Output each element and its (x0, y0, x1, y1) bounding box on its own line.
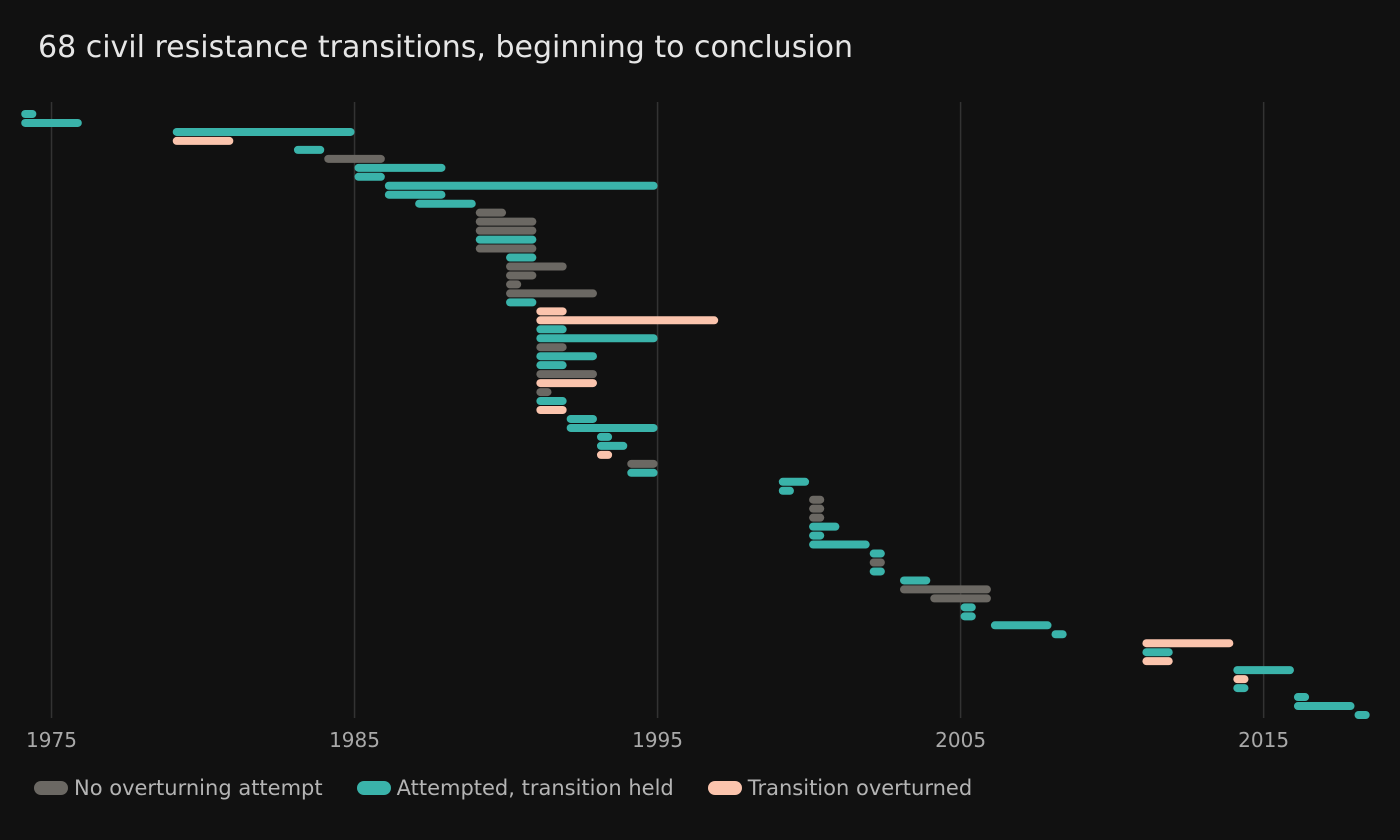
x-tick-label-2015: 2015 (1238, 728, 1289, 752)
transition-bar-38[interactable] (596, 441, 628, 450)
transition-bar-46[interactable] (809, 513, 825, 522)
transition-bar-40[interactable] (627, 459, 658, 468)
transition-bar-8[interactable] (354, 172, 385, 181)
transition-bar-50[interactable] (869, 549, 885, 558)
transition-bar-22[interactable] (506, 298, 537, 307)
transition-bar-60[interactable] (1142, 639, 1234, 648)
transition-bar-21[interactable] (506, 289, 597, 298)
transition-bar-44[interactable] (809, 495, 825, 504)
transition-bar-13[interactable] (475, 217, 537, 226)
transition-bar-7[interactable] (354, 163, 446, 172)
transition-bar-23[interactable] (536, 307, 567, 316)
transition-bar-49[interactable] (809, 540, 870, 549)
x-tick-label-1995: 1995 (632, 728, 683, 752)
transition-bar-12[interactable] (475, 208, 507, 217)
transition-bar-24[interactable] (536, 316, 719, 325)
transition-bar-45[interactable] (809, 504, 825, 513)
transition-bar-29[interactable] (536, 361, 567, 370)
transition-bar-61[interactable] (1142, 648, 1173, 657)
x-axis-ticks: 1975 1985 1995 2005 2015 (26, 728, 1289, 752)
transition-bar-35[interactable] (566, 414, 597, 423)
transition-bar-18[interactable] (506, 262, 567, 271)
transition-bar-41[interactable] (627, 468, 658, 477)
transition-bar-42[interactable] (778, 477, 810, 486)
transition-bar-65[interactable] (1233, 684, 1249, 693)
transition-bar-56[interactable] (960, 603, 976, 612)
transition-bar-1[interactable] (21, 110, 37, 118)
transition-bar-55[interactable] (930, 594, 991, 603)
legend-swatch-held (356, 781, 391, 795)
legend-label-overturned: Transition overturned (747, 776, 973, 800)
legend-label-held: Attempted, transition held (396, 776, 674, 800)
x-tick-label-1975: 1975 (26, 728, 77, 752)
transition-bar-47[interactable] (809, 522, 840, 531)
transitions-chart: 1975 1985 1995 2005 2015 (21, 102, 1370, 752)
transition-bar-53[interactable] (900, 576, 931, 585)
legend-item-none[interactable]: No overturning attempt (34, 776, 323, 800)
transition-bar-62[interactable] (1142, 657, 1173, 666)
transition-bar-36[interactable] (566, 423, 658, 432)
transition-bars (21, 110, 1370, 719)
transition-bar-31[interactable] (536, 379, 597, 388)
transition-bar-52[interactable] (869, 567, 885, 576)
transition-bar-37[interactable] (596, 432, 613, 441)
transition-bar-15[interactable] (475, 235, 537, 244)
transition-bar-10[interactable] (384, 190, 446, 199)
transition-bar-20[interactable] (506, 280, 522, 289)
transition-bar-33[interactable] (536, 397, 567, 406)
transition-bar-67[interactable] (1293, 702, 1355, 711)
transition-bar-6[interactable] (324, 154, 385, 163)
legend-swatch-overturned (707, 781, 742, 795)
transition-bar-16[interactable] (475, 244, 537, 253)
transition-bar-54[interactable] (900, 585, 991, 594)
transition-bar-30[interactable] (536, 370, 597, 379)
chart-title: 68 civil resistance transitions, beginni… (38, 30, 854, 65)
transition-bar-32[interactable] (536, 388, 552, 397)
legend-item-overturned[interactable]: Transition overturned (707, 776, 973, 800)
transition-bar-28[interactable] (536, 352, 597, 361)
transition-bar-48[interactable] (809, 531, 825, 540)
transition-bar-14[interactable] (475, 226, 537, 235)
transition-bar-27[interactable] (536, 343, 567, 352)
transition-bar-26[interactable] (536, 334, 658, 343)
transition-bar-19[interactable] (506, 271, 537, 280)
transition-bar-4[interactable] (172, 136, 234, 145)
transition-bar-25[interactable] (536, 325, 567, 334)
legend: No overturning attempt Attempted, transi… (34, 776, 1006, 800)
legend-item-held[interactable]: Attempted, transition held (356, 776, 674, 800)
transition-bar-34[interactable] (536, 406, 567, 415)
transition-bar-68[interactable] (1354, 710, 1370, 719)
transition-bar-2[interactable] (21, 118, 82, 127)
transition-bar-9[interactable] (384, 181, 658, 190)
transition-bar-11[interactable] (415, 199, 476, 208)
transition-bar-66[interactable] (1293, 693, 1310, 702)
transition-bar-43[interactable] (778, 486, 794, 495)
transition-bar-58[interactable] (990, 621, 1052, 630)
transition-bar-39[interactable] (596, 450, 613, 459)
transition-bar-5[interactable] (293, 145, 325, 154)
gridlines (50, 102, 1265, 718)
legend-swatch-none (34, 781, 68, 795)
transition-bar-17[interactable] (506, 253, 537, 262)
transition-bar-3[interactable] (172, 127, 355, 136)
transition-bar-64[interactable] (1233, 675, 1249, 684)
x-tick-label-1985: 1985 (329, 728, 380, 752)
transition-bar-51[interactable] (869, 558, 885, 567)
legend-label-none: No overturning attempt (74, 776, 323, 800)
transition-bar-63[interactable] (1233, 666, 1294, 675)
x-tick-label-2005: 2005 (935, 728, 986, 752)
transition-bar-57[interactable] (960, 612, 976, 621)
transition-bar-59[interactable] (1051, 630, 1067, 639)
